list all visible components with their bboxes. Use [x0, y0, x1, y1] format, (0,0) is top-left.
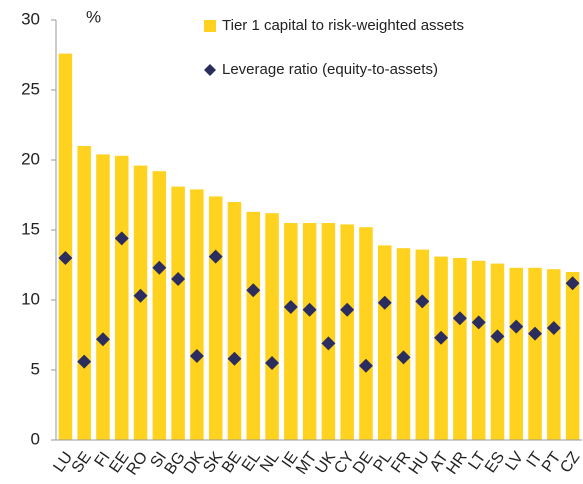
y-tick-label: 15	[21, 219, 40, 238]
bar	[302, 223, 317, 440]
bar	[96, 154, 110, 440]
marker	[528, 326, 543, 341]
bar	[434, 256, 448, 440]
marker	[377, 295, 392, 310]
bar	[340, 224, 354, 440]
marker	[133, 288, 148, 303]
legend-swatch	[204, 64, 216, 76]
bar	[490, 263, 505, 440]
x-tick-label: RO	[124, 449, 152, 478]
marker	[490, 329, 505, 344]
bar	[396, 248, 411, 440]
marker	[471, 315, 486, 330]
bar	[114, 155, 129, 441]
y-tick-label: 30	[21, 9, 40, 28]
bar	[58, 53, 73, 440]
bar	[227, 202, 242, 440]
bar	[246, 211, 261, 440]
marker	[152, 260, 167, 275]
bar	[453, 258, 467, 440]
marker	[283, 300, 298, 314]
marker	[208, 249, 223, 264]
marker	[340, 302, 355, 317]
legend-swatch	[204, 20, 216, 32]
marker	[77, 354, 92, 369]
marker	[396, 350, 411, 365]
x-tick-label: SE	[69, 449, 95, 476]
marker	[415, 294, 430, 309]
bar	[133, 165, 148, 440]
marker	[265, 356, 280, 370]
marker	[358, 358, 373, 373]
bar	[321, 223, 336, 440]
bar	[284, 223, 298, 440]
marker	[246, 283, 261, 298]
marker	[565, 276, 580, 291]
y-tick-label: 0	[31, 429, 40, 448]
bar	[190, 189, 204, 440]
bar	[471, 260, 486, 440]
y-tick-label: 10	[21, 289, 40, 308]
legend-label: Leverage ratio (equity-to-assets)	[222, 61, 438, 78]
marker	[509, 319, 524, 334]
bar	[509, 267, 524, 440]
marker	[302, 302, 317, 317]
bar	[528, 267, 542, 440]
y-tick-label: 25	[21, 79, 40, 98]
marker	[189, 349, 204, 363]
y-tick-label: 20	[21, 149, 40, 168]
bar	[565, 272, 580, 440]
marker	[321, 336, 336, 351]
marker	[58, 251, 73, 265]
marker	[171, 272, 186, 286]
marker	[434, 330, 449, 345]
bar	[265, 213, 279, 440]
marker	[95, 332, 110, 347]
x-tick-label: CZ	[557, 449, 583, 476]
y-tick-label: 5	[31, 359, 40, 378]
marker	[114, 231, 129, 246]
bar	[359, 227, 373, 440]
bar	[377, 245, 392, 440]
legend-label: Tier 1 capital to risk-weighted assets	[222, 17, 464, 34]
marker	[227, 351, 242, 366]
marker	[546, 321, 561, 335]
bar	[208, 196, 223, 440]
bar	[171, 186, 185, 440]
marker	[452, 311, 467, 326]
bar	[77, 146, 91, 440]
bar	[415, 249, 430, 440]
bar	[547, 269, 561, 440]
bar	[152, 171, 167, 440]
unit-label: %	[86, 7, 101, 26]
